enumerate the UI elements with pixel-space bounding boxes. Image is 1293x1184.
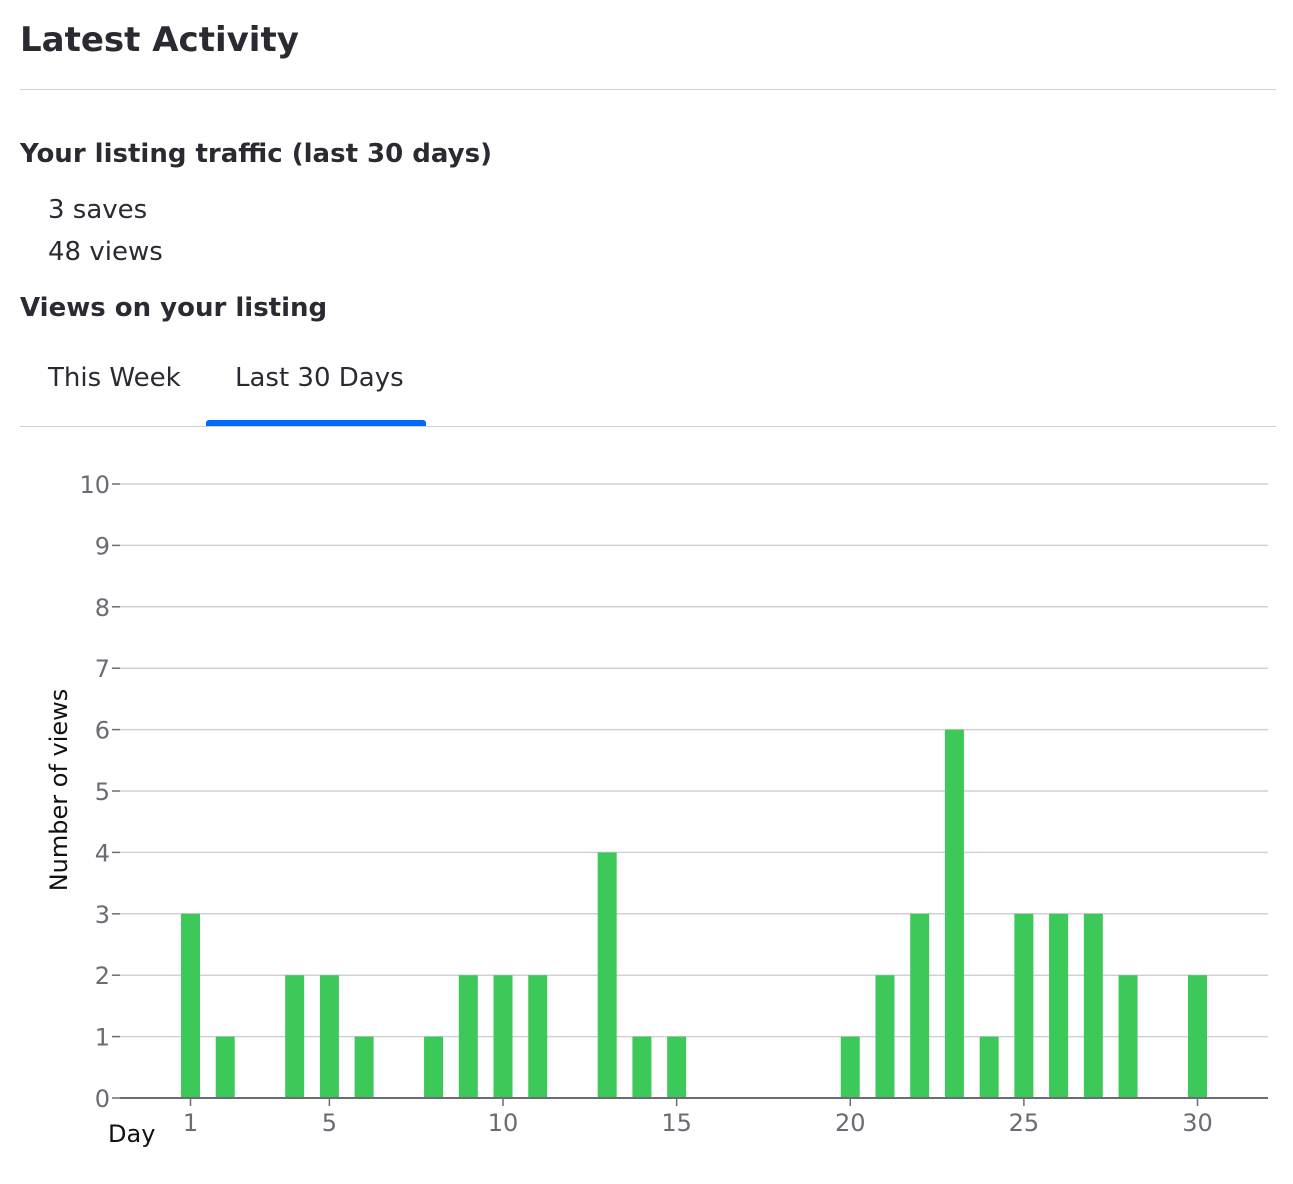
x-tick-label: 20 (835, 1109, 866, 1137)
bar-day-28[interactable] (1118, 975, 1138, 1098)
bar-day-2[interactable] (215, 1036, 235, 1098)
x-tick-label: 30 (1182, 1109, 1213, 1137)
tab-last-30-days[interactable]: Last 30 Days (206, 345, 426, 426)
y-tick-label: 4 (95, 839, 110, 867)
bar-day-21[interactable] (875, 975, 895, 1098)
bar-day-13[interactable] (597, 852, 617, 1098)
y-tick-label: 5 (95, 778, 110, 806)
selected-tab-indicator (206, 420, 426, 426)
x-tick-label: 25 (1009, 1109, 1040, 1137)
views-count: 48 views (48, 237, 163, 267)
bar-day-1[interactable] (181, 913, 200, 1098)
bar-day-23[interactable] (944, 729, 964, 1098)
tab-this-week-label: This Week (48, 363, 181, 393)
y-tick-label: 6 (95, 717, 110, 745)
y-tick-label: 2 (95, 962, 110, 990)
bar-day-20[interactable] (840, 1036, 860, 1098)
views-section-title: Views on your listing (20, 293, 328, 323)
bar-day-8[interactable] (424, 1036, 444, 1098)
bar-day-15[interactable] (667, 1036, 687, 1098)
x-axis-title: Day (108, 1120, 155, 1148)
bar-day-9[interactable] (458, 975, 478, 1098)
header-divider (20, 89, 1276, 90)
bar-day-10[interactable] (493, 975, 513, 1098)
bar-day-30[interactable] (1188, 975, 1207, 1098)
traffic-section-title: Your listing traffic (last 30 days) (20, 139, 492, 169)
saves-count: 3 saves (48, 195, 148, 225)
bar-day-26[interactable] (1049, 913, 1069, 1098)
y-tick-label: 9 (95, 532, 110, 560)
y-axis-title: Number of views (45, 689, 73, 892)
bar-day-27[interactable] (1083, 913, 1103, 1098)
bar-day-4[interactable] (285, 975, 305, 1098)
tab-this-week[interactable]: This Week (20, 345, 206, 426)
chart-gridlines (120, 483, 1268, 1038)
y-tick-label: 8 (95, 594, 110, 622)
x-tick-label: 10 (488, 1109, 519, 1137)
bar-day-22[interactable] (910, 913, 930, 1098)
chart-bars (181, 729, 1207, 1098)
chart-range-tabs: This Week Last 30 Days (20, 345, 1276, 427)
y-tick-label: 0 (95, 1085, 110, 1113)
x-tick-label: 1 (183, 1109, 198, 1137)
y-tick-label: 1 (95, 1024, 110, 1052)
y-tick-label: 10 (79, 471, 110, 499)
bar-day-6[interactable] (354, 1036, 374, 1098)
bar-day-14[interactable] (632, 1036, 652, 1098)
tab-last-30-days-label: Last 30 Days (235, 363, 404, 393)
x-tick-label: 15 (661, 1109, 692, 1137)
y-tick-label: 3 (95, 901, 110, 929)
y-tick-label: 7 (95, 655, 110, 683)
page-title: Latest Activity (20, 20, 299, 60)
bar-day-5[interactable] (319, 975, 339, 1098)
x-tick-label: 5 (322, 1109, 337, 1137)
bar-day-25[interactable] (1014, 913, 1034, 1098)
tabs-divider (20, 426, 1276, 427)
bar-day-11[interactable] (528, 975, 548, 1098)
bar-day-24[interactable] (979, 1036, 999, 1098)
